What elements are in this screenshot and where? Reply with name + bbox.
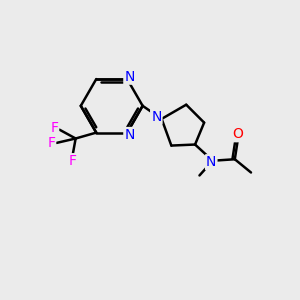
Text: F: F bbox=[47, 136, 55, 150]
Text: N: N bbox=[124, 70, 135, 84]
Text: F: F bbox=[69, 154, 77, 168]
Text: N: N bbox=[206, 155, 216, 169]
Text: N: N bbox=[124, 128, 135, 142]
Text: N: N bbox=[151, 110, 161, 124]
Text: O: O bbox=[232, 127, 243, 141]
Text: F: F bbox=[50, 121, 58, 135]
